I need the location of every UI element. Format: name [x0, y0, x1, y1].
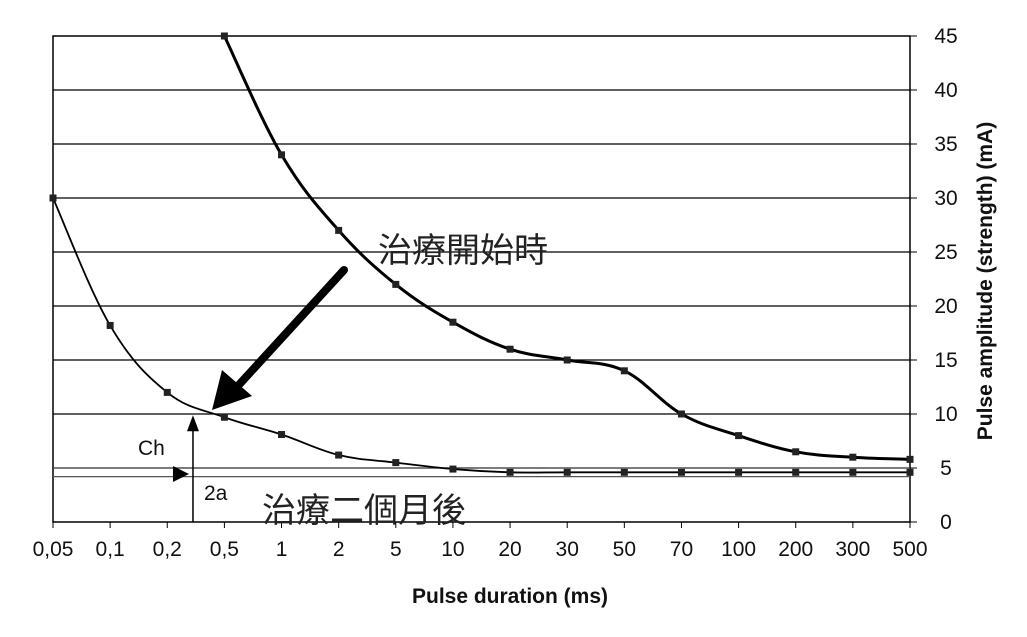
x-tick-50: 50 — [613, 538, 636, 561]
reference-lines — [53, 467, 910, 478]
series-0-point-1 — [278, 151, 286, 159]
series-1-point-1 — [278, 431, 286, 439]
y-tick-45: 45 — [934, 25, 957, 48]
annotation-layer — [172, 266, 348, 522]
x-tick-500: 500 — [892, 538, 927, 561]
start-treatment-label: 治療開始時 — [378, 231, 548, 271]
after-two-months-label: 治療二個月後 — [262, 491, 466, 531]
series-0-point-2 — [335, 226, 343, 234]
series-1-point-300 — [849, 468, 857, 476]
series-0-line — [223, 35, 911, 461]
series-1-point-0,05 — [49, 194, 57, 202]
x-tick-70: 70 — [670, 538, 693, 561]
x-tick-100: 100 — [721, 538, 756, 561]
x-tick-0,05: 0,05 — [33, 538, 74, 561]
x-tick-labels: 0,05 0,1 0,2 0,5 1 2 5 10 20 30 50 70 100 200 300 500 — [33, 522, 928, 561]
series-0-point-20 — [506, 345, 514, 353]
series-0-point-30 — [563, 356, 571, 364]
rheobase-arrowhead — [172, 466, 189, 482]
y-tick-25: 25 — [934, 241, 957, 264]
series-1-point-50 — [620, 468, 628, 476]
x-tick-0,2: 0,2 — [153, 538, 182, 561]
series-0-point-5 — [392, 280, 400, 288]
series-0-point-200 — [792, 448, 800, 456]
double-rheobase-label: 2a — [204, 482, 228, 505]
chronaxie-label: Ch — [138, 437, 165, 460]
series-1-point-500 — [906, 468, 914, 476]
series-0-point-100 — [735, 432, 743, 440]
series-1-point-20 — [506, 468, 514, 476]
series-1-point-0,2 — [163, 388, 171, 396]
x-tick-300: 300 — [835, 538, 870, 561]
y-tick-30: 30 — [934, 187, 957, 210]
x-tick-30: 30 — [556, 538, 579, 561]
y-tick-40: 40 — [934, 79, 957, 102]
y-tick-15: 15 — [934, 349, 957, 372]
y-tick-5: 5 — [940, 457, 952, 480]
series-1-point-2 — [335, 451, 343, 459]
series-1-point-100 — [735, 468, 743, 476]
x-tick-10: 10 — [441, 538, 464, 561]
y-tick-labels: 0 5 10 15 20 25 30 35 40 45 — [910, 25, 958, 534]
x-tick-2: 2 — [333, 538, 345, 561]
chronaxie-arrowhead — [186, 415, 199, 432]
x-tick-200: 200 — [778, 538, 813, 561]
y-axis-title: Pulse amplitude (strength) (mA) — [974, 122, 997, 441]
series-0-point-300 — [849, 453, 857, 461]
x-tick-20: 20 — [498, 538, 521, 561]
x-tick-5: 5 — [390, 538, 402, 561]
x-axis-title: Pulse duration (ms) — [412, 585, 608, 608]
x-tick-1: 1 — [276, 538, 288, 561]
y-tick-0: 0 — [940, 511, 952, 534]
series-1-point-70 — [677, 468, 685, 476]
series-1-point-0,1 — [106, 321, 114, 329]
x-tick-0,5: 0,5 — [210, 538, 239, 561]
y-tick-20: 20 — [934, 295, 957, 318]
big-arrow-head — [212, 370, 252, 410]
series-1-point-30 — [563, 468, 571, 476]
series-1-point-200 — [792, 468, 800, 476]
y-tick-10: 10 — [934, 403, 957, 426]
series-0-point-0,5 — [220, 32, 228, 40]
series-0-point-500 — [906, 455, 914, 463]
series-1-point-0,5 — [220, 413, 228, 421]
series-1-point-10 — [449, 465, 457, 473]
plot-area — [52, 35, 911, 523]
series-0-point-70 — [677, 410, 685, 418]
series-0-point-50 — [620, 367, 628, 375]
big-arrow-shaft — [232, 266, 348, 392]
series-layer — [49, 32, 914, 476]
series-1-point-5 — [392, 459, 400, 467]
x-tick-0,1: 0,1 — [96, 538, 125, 561]
y-tick-35: 35 — [934, 133, 957, 156]
series-0-point-10 — [449, 318, 457, 326]
